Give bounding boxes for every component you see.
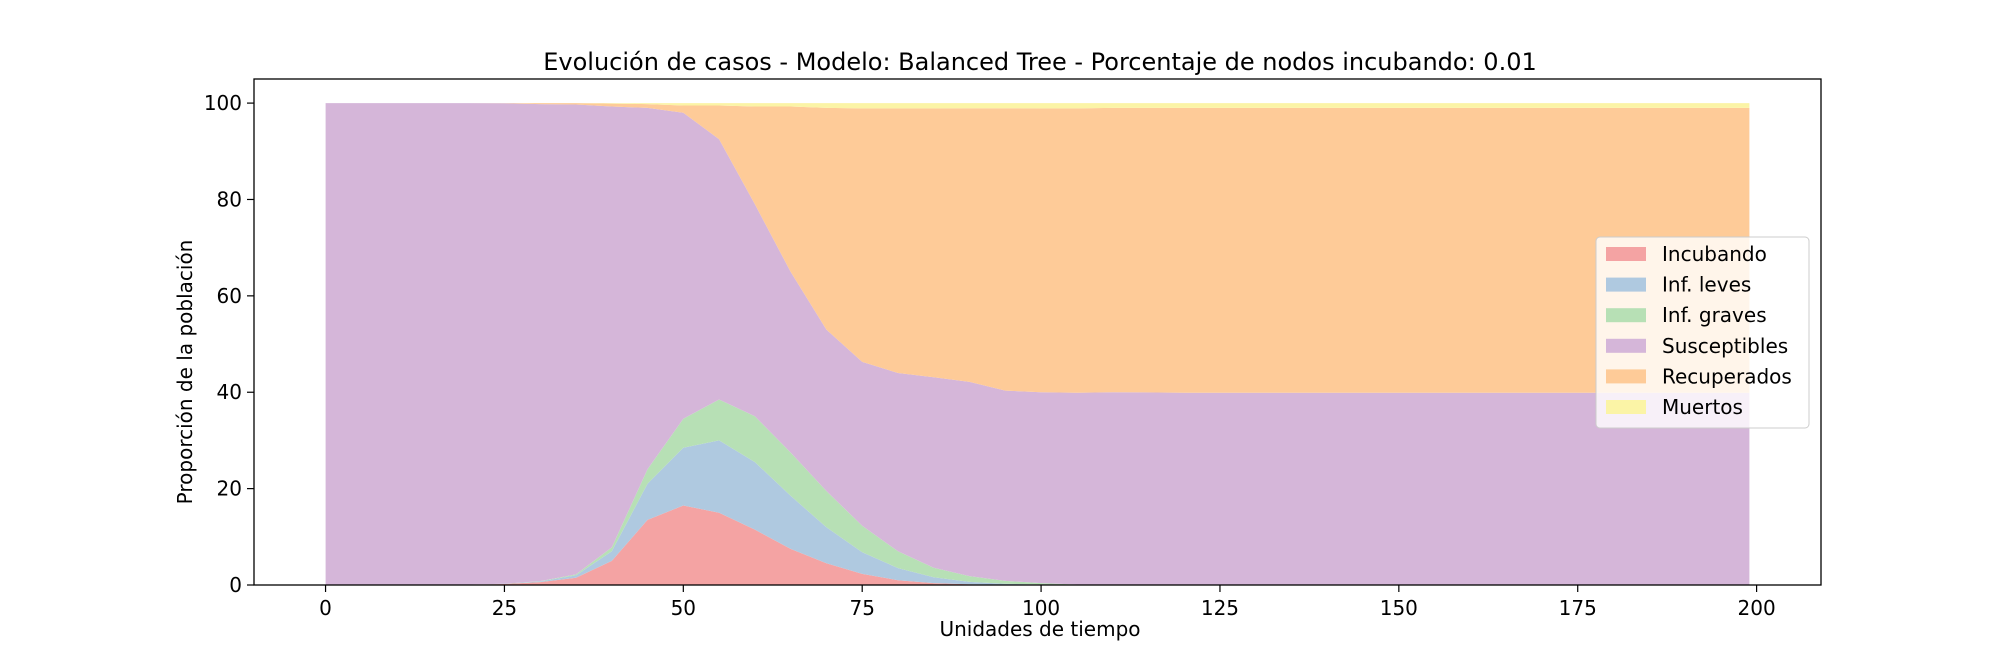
chart-title: Evolución de casos - Modelo: Balanced Tr…	[543, 48, 1537, 76]
legend-swatch	[1606, 338, 1646, 353]
legend-label: Inf. graves	[1662, 303, 1767, 327]
y-tick-label: 80	[217, 187, 242, 211]
plot-frame	[253, 78, 1822, 586]
x-tick-label: 75	[849, 596, 874, 620]
x-axis-label: Unidades de tiempo	[939, 617, 1140, 641]
area-inf-graves	[325, 399, 1750, 585]
legend-swatch	[1606, 308, 1646, 323]
area-susceptibles	[325, 103, 1750, 585]
x-tick-label: 25	[492, 596, 517, 620]
legend-swatch	[1606, 369, 1646, 384]
y-tick-label: 40	[217, 380, 242, 404]
area-inf-leves	[325, 440, 1750, 585]
legend-label: Inf. leves	[1662, 273, 1751, 297]
x-tick-label: 100	[1022, 596, 1060, 620]
y-tick-label: 100	[204, 91, 242, 115]
legend-swatch	[1606, 247, 1646, 261]
legend-box	[1595, 236, 1810, 429]
x-tick-label: 175	[1559, 596, 1597, 620]
x-tick-label: 0	[319, 596, 332, 620]
area-recuperados	[325, 103, 1750, 393]
y-axis-label: Proporción de la población	[173, 240, 197, 505]
legend-label: Incubando	[1662, 242, 1767, 266]
legend-swatch	[1606, 400, 1646, 414]
y-axis-ticks: 0 20 40 60 80 100	[204, 91, 254, 597]
legend-label: Susceptibles	[1662, 334, 1788, 358]
y-tick-label: 20	[217, 477, 242, 501]
legend-label: Recuperados	[1662, 364, 1792, 388]
legend: Incubando Inf. leves Inf. graves Susceptibl…	[1595, 236, 1810, 429]
y-tick-label: 60	[217, 284, 242, 308]
x-tick-label: 200	[1738, 596, 1776, 620]
legend-swatch	[1606, 277, 1646, 292]
x-tick-label: 50	[671, 596, 696, 620]
legend-label: Muertos	[1662, 395, 1743, 419]
area-muertos	[325, 103, 1750, 109]
plot-areas	[325, 103, 1750, 585]
x-tick-label: 125	[1201, 596, 1239, 620]
y-tick-label: 0	[229, 573, 242, 597]
area-incubando	[325, 505, 1750, 585]
x-tick-label: 150	[1380, 596, 1418, 620]
x-axis-ticks: 0 25 50 75 100 125 150 175 200	[319, 585, 1776, 620]
